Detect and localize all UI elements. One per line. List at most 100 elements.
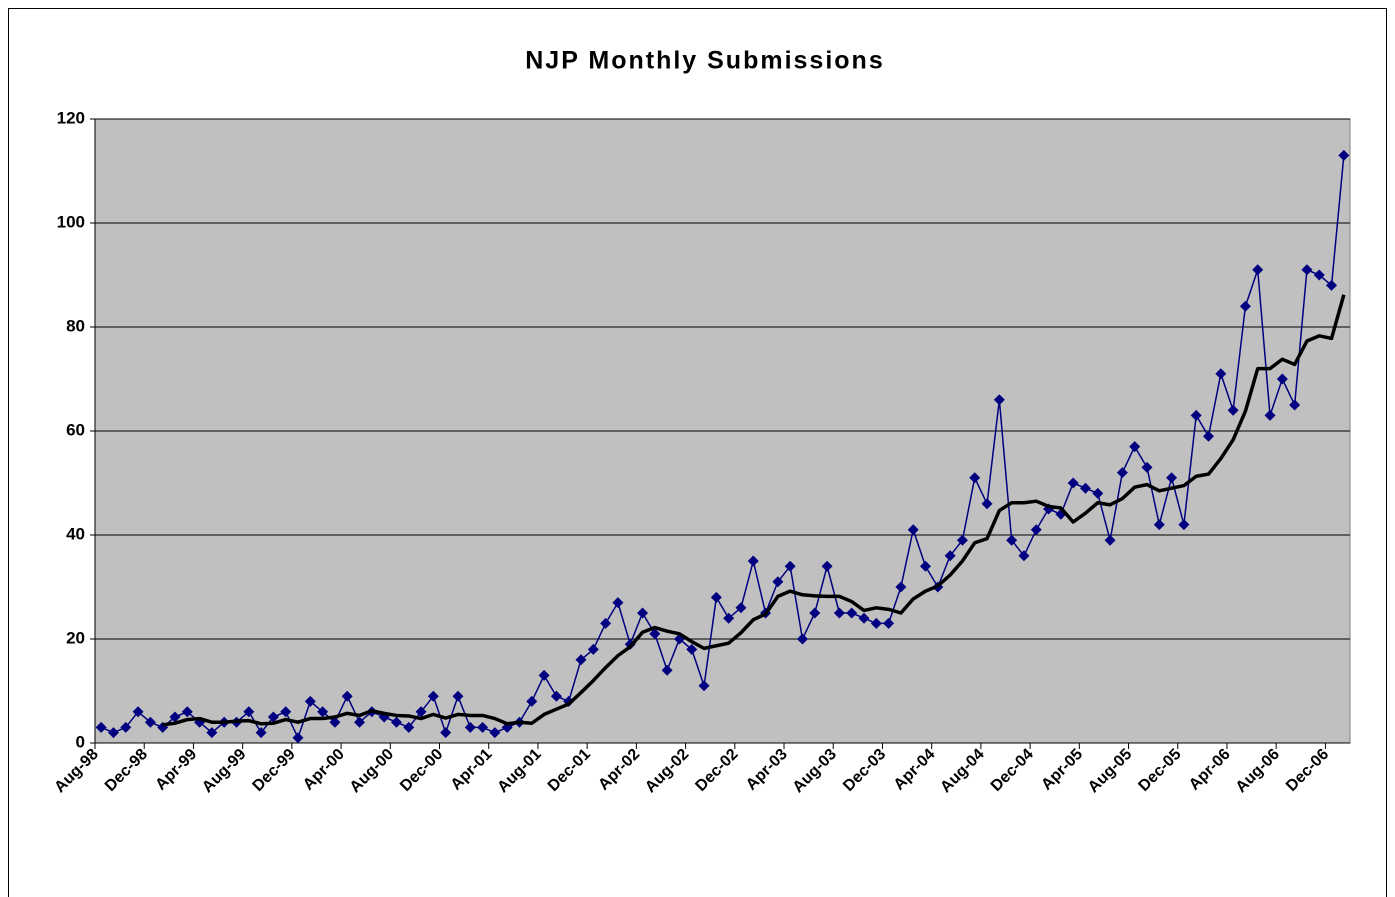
data-point bbox=[415, 706, 427, 718]
data-point bbox=[354, 716, 366, 728]
data-point bbox=[956, 534, 968, 546]
data-point bbox=[132, 706, 144, 718]
data-point bbox=[427, 690, 439, 702]
data-point bbox=[1239, 300, 1251, 312]
data-point bbox=[341, 690, 353, 702]
data-point bbox=[1030, 524, 1042, 536]
data-point bbox=[329, 716, 341, 728]
data-point bbox=[920, 560, 932, 572]
data-point bbox=[477, 721, 489, 733]
data-point bbox=[107, 727, 119, 739]
y-tick-label: 20 bbox=[66, 628, 85, 647]
data-point bbox=[1190, 409, 1202, 421]
data-point bbox=[120, 721, 132, 733]
data-point bbox=[907, 524, 919, 536]
data-point bbox=[1227, 404, 1239, 416]
data-point bbox=[526, 695, 538, 707]
data-point bbox=[550, 690, 562, 702]
data-point bbox=[833, 607, 845, 619]
data-point bbox=[969, 472, 981, 484]
data-point bbox=[1092, 487, 1104, 499]
data-point bbox=[1289, 399, 1301, 411]
data-point bbox=[1301, 264, 1313, 276]
y-tick-label: 60 bbox=[66, 420, 85, 439]
data-point bbox=[1326, 279, 1338, 291]
data-point bbox=[1141, 461, 1153, 473]
data-point bbox=[1166, 472, 1178, 484]
data-point bbox=[255, 727, 267, 739]
data-point bbox=[1067, 477, 1079, 489]
y-tick-label: 40 bbox=[66, 524, 85, 543]
series-line bbox=[100, 155, 1345, 739]
data-point bbox=[944, 550, 956, 562]
data-point bbox=[772, 576, 784, 588]
data-point bbox=[821, 560, 833, 572]
series-line bbox=[162, 294, 1346, 727]
data-point bbox=[735, 602, 747, 614]
data-point bbox=[144, 716, 156, 728]
data-point bbox=[452, 690, 464, 702]
data-point bbox=[649, 628, 661, 640]
data-point bbox=[784, 560, 796, 572]
data-point bbox=[292, 732, 304, 744]
data-point bbox=[993, 394, 1005, 406]
y-tick-label: 0 bbox=[76, 732, 85, 751]
data-point bbox=[747, 555, 759, 567]
data-point bbox=[1178, 519, 1190, 531]
data-point bbox=[698, 680, 710, 692]
data-point bbox=[600, 617, 612, 629]
data-point bbox=[206, 727, 218, 739]
data-point bbox=[612, 597, 624, 609]
y-tick-label: 120 bbox=[57, 108, 85, 127]
data-point bbox=[846, 607, 858, 619]
data-point bbox=[661, 664, 673, 676]
data-point bbox=[1264, 409, 1276, 421]
chart-title: NJP Monthly Submissions bbox=[525, 47, 884, 75]
data-point bbox=[304, 695, 316, 707]
data-point bbox=[440, 727, 452, 739]
data-point bbox=[1313, 269, 1325, 281]
data-point bbox=[1276, 373, 1288, 385]
data-point bbox=[883, 617, 895, 629]
data-point bbox=[280, 706, 292, 718]
y-tick-label: 100 bbox=[57, 212, 85, 231]
data-point bbox=[1018, 550, 1030, 562]
data-point bbox=[575, 654, 587, 666]
data-point bbox=[637, 607, 649, 619]
data-point bbox=[538, 669, 550, 681]
data-point bbox=[870, 617, 882, 629]
data-point bbox=[1338, 149, 1350, 161]
data-point bbox=[489, 727, 501, 739]
data-point bbox=[1252, 264, 1264, 276]
data-point bbox=[1116, 467, 1128, 479]
data-point bbox=[1153, 519, 1165, 531]
data-point bbox=[501, 721, 513, 733]
data-point bbox=[317, 706, 329, 718]
data-point bbox=[1104, 534, 1116, 546]
data-point bbox=[796, 633, 808, 645]
data-point bbox=[1215, 368, 1227, 380]
data-point bbox=[403, 721, 415, 733]
data-point bbox=[95, 721, 107, 733]
data-point bbox=[587, 643, 599, 655]
data-point bbox=[1079, 482, 1091, 494]
data-point bbox=[390, 716, 402, 728]
data-point bbox=[723, 612, 735, 624]
data-point bbox=[1129, 441, 1141, 453]
data-point bbox=[981, 498, 993, 510]
data-point bbox=[169, 711, 181, 723]
data-point bbox=[686, 643, 698, 655]
data-point bbox=[267, 711, 279, 723]
data-point bbox=[1006, 534, 1018, 546]
data-point bbox=[858, 612, 870, 624]
data-point bbox=[809, 607, 821, 619]
data-point bbox=[710, 591, 722, 603]
data-point bbox=[1203, 430, 1215, 442]
data-point bbox=[181, 706, 193, 718]
y-tick-label: 80 bbox=[66, 316, 85, 335]
data-point bbox=[464, 721, 476, 733]
data-point bbox=[895, 581, 907, 593]
data-point bbox=[243, 706, 255, 718]
